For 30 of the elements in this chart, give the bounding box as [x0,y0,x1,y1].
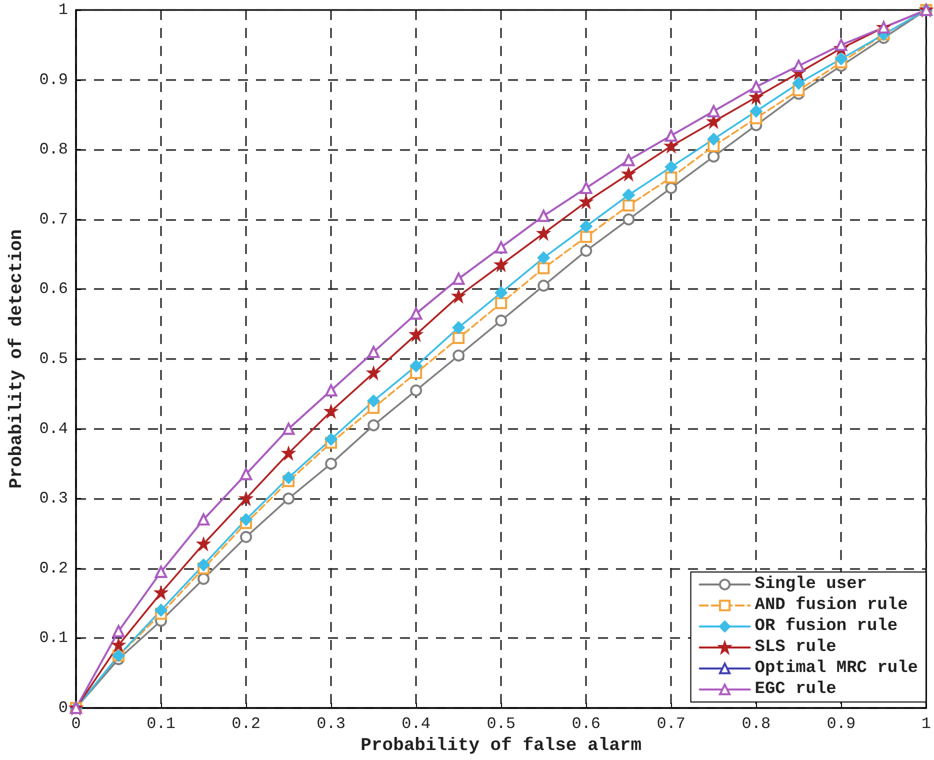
x-tick-label: 1 [921,715,932,733]
legend-label: SLS rule [754,638,836,657]
y-tick-label: 0.8 [39,140,68,159]
y-tick-label: 0.7 [39,210,68,228]
y-tick-label: 0.3 [39,490,68,508]
x-tick-label: 0.5 [486,715,516,733]
y-tick-label: 1 [58,1,68,19]
y-tick-label: 0.2 [39,559,68,578]
y-tick-label: 0 [58,699,68,717]
x-tick-label: 0.4 [402,715,430,733]
y-axis-title: Probability of detection [7,229,27,489]
x-tick-label: 0.3 [316,715,346,733]
legend-label: Optimal MRC rule [754,659,918,678]
x-tick-label: 0.2 [232,715,260,733]
y-tick-label: 0.5 [39,350,68,368]
x-tick-label: 0.6 [572,715,601,733]
x-tick-label: 0 [71,715,81,733]
legend-label: AND fusion rule [754,596,908,615]
y-tick-label: 0.9 [39,70,68,89]
x-tick-label: 0.7 [656,715,686,733]
x-tick-label: 0.1 [146,715,176,733]
y-tick-label: 0.6 [39,280,68,298]
legend-label: OR fusion rule [754,617,898,636]
legend-label: Single user [754,575,867,594]
y-tick-label: 0.1 [39,629,68,648]
y-tick-label: 0.4 [39,420,68,438]
legend-label: EGC rule [754,680,836,699]
x-axis-title: Probability of false alarm [360,736,642,756]
x-tick-label: 0.9 [826,715,856,733]
x-tick-label: 0.8 [742,715,771,733]
